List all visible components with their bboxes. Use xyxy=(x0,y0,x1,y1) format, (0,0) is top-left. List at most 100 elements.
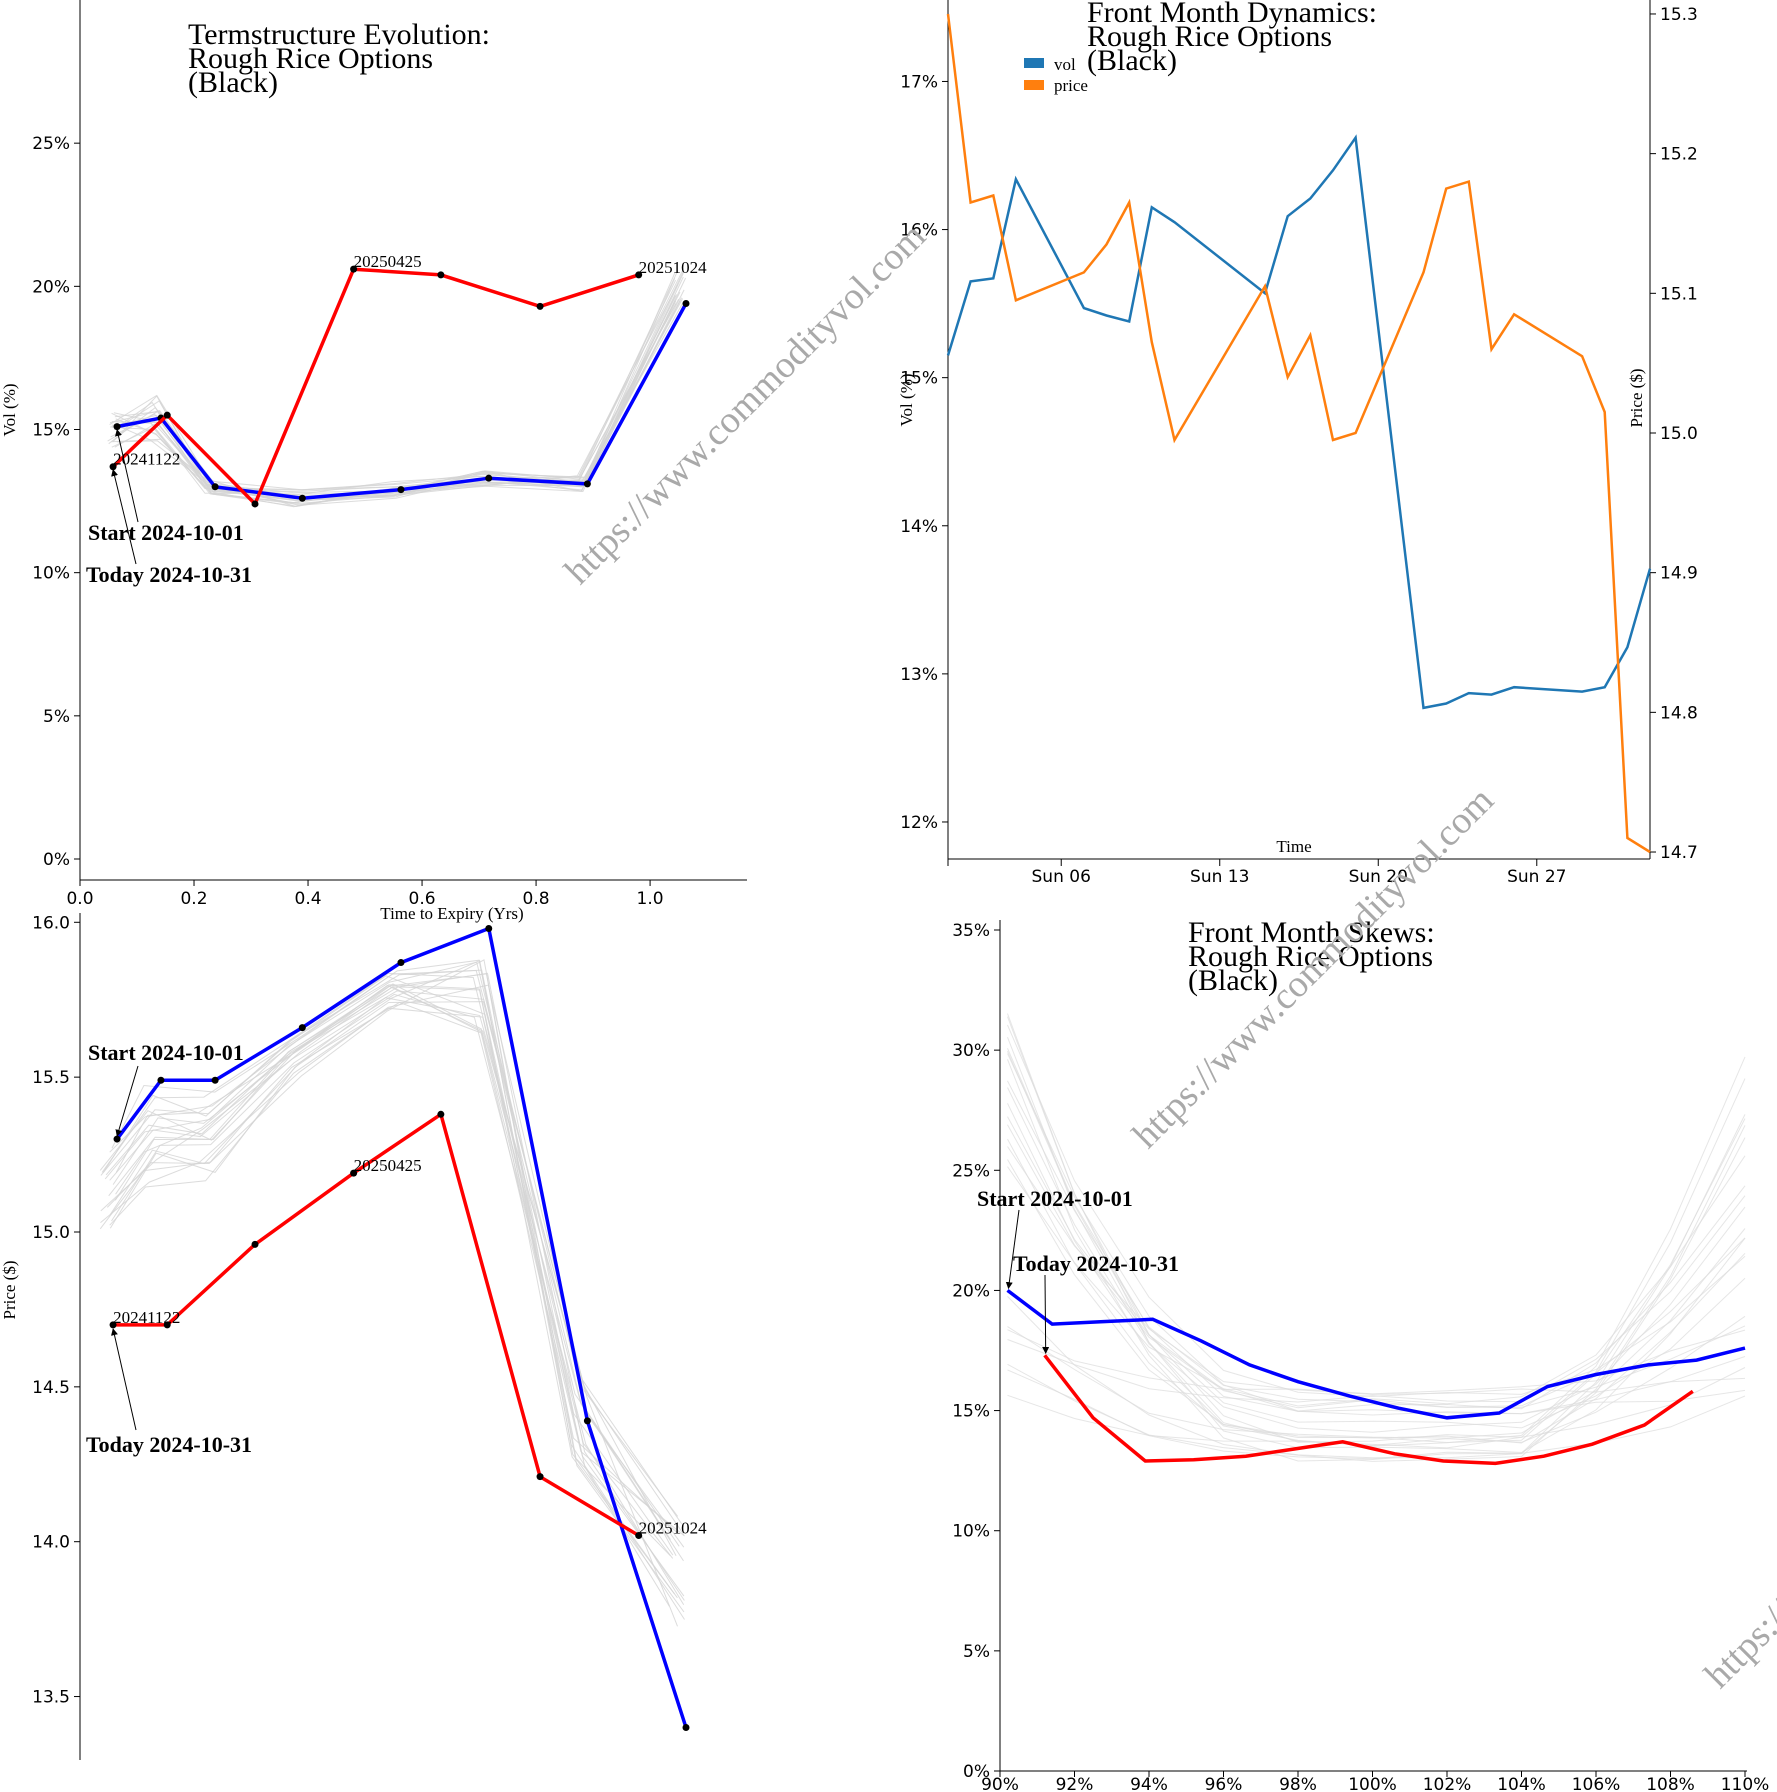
series-lines xyxy=(109,265,690,508)
data-point xyxy=(113,423,121,431)
y-tick-label: 15% xyxy=(32,421,70,441)
y-tick-label: 10% xyxy=(952,1522,990,1542)
chart-title-line-3: (Black) xyxy=(1188,964,1278,997)
axes: 12% 13% 14% 15% 16% 17% 14.7 14.8 14.9 15.0 15.1 15… xyxy=(900,0,1698,887)
history-line xyxy=(99,984,677,1533)
y-tick-label: 5% xyxy=(43,707,70,727)
history-line xyxy=(1007,1329,1746,1395)
axes: 13.5 14.0 14.5 15.0 15.5 16.0 xyxy=(32,913,81,1760)
x-tick-label: 98% xyxy=(1279,1775,1317,1792)
history-line xyxy=(1007,1016,1746,1443)
annotation-label: Start 2024-10-01 xyxy=(977,1186,1133,1211)
annotation-label: Today 2024-10-31 xyxy=(1013,1251,1179,1276)
series-line xyxy=(1043,1354,1694,1466)
history-line xyxy=(1007,1051,1746,1429)
history-line xyxy=(99,959,671,1557)
data-point xyxy=(251,1240,259,1248)
history-lines xyxy=(107,269,687,508)
data-point xyxy=(536,302,544,310)
y-tick-label: 35% xyxy=(952,921,990,941)
x-axis-label: Time to Expiry (Yrs) xyxy=(380,904,523,923)
history-line xyxy=(100,975,670,1607)
y-tick-label: 15% xyxy=(900,369,938,389)
data-point xyxy=(397,959,405,967)
y-axis-label: Price ($) xyxy=(0,1260,19,1319)
annotation-label: Today 2024-10-31 xyxy=(86,562,252,587)
history-line xyxy=(106,1001,685,1537)
y-tick-label: 16% xyxy=(900,221,938,241)
history-line xyxy=(1007,1315,1746,1447)
x-tick-label: 106% xyxy=(1572,1775,1621,1792)
x-tick-label: 0.0 xyxy=(66,889,93,909)
termstructure-chart: 0% 5% 10% 15% 20% 25% 0.0 0.2 0.4 0.6 0.8 1.0 20241… xyxy=(0,0,747,923)
data-point xyxy=(682,1724,690,1732)
y-tick-label: 13.5 xyxy=(32,1688,70,1708)
x-tick-label: Sun 13 xyxy=(1190,867,1249,887)
history-line xyxy=(1007,1037,1746,1449)
history-line xyxy=(1007,1114,1746,1460)
history-line xyxy=(109,1007,685,1597)
y-tick-label: 0% xyxy=(43,850,70,870)
data-point xyxy=(437,271,445,279)
y2-tick-label: 15.2 xyxy=(1660,145,1698,165)
history-line xyxy=(109,969,674,1556)
y-tick-label: 14.5 xyxy=(32,1378,70,1398)
y-tick-label: 12% xyxy=(900,813,938,833)
price-termstructure-chart: 13.5 14.0 14.5 15.0 15.5 16.0 20241122 2025042… xyxy=(0,913,707,1760)
series-line xyxy=(115,926,688,1729)
history-line xyxy=(1007,1024,1746,1397)
history-line xyxy=(1007,1116,1746,1415)
x-tick-label: Sun 06 xyxy=(1032,867,1091,887)
series-line xyxy=(116,302,688,500)
history-line xyxy=(1007,1087,1746,1433)
chart-title-line-1: Front Month Skews: xyxy=(1188,916,1435,949)
data-point xyxy=(163,411,171,419)
series-lines xyxy=(109,924,690,1732)
x-tick-label: Sun 20 xyxy=(1349,867,1408,887)
x-tick-label: 0.4 xyxy=(295,889,322,909)
data-point xyxy=(437,1110,445,1118)
legend-label-vol: vol xyxy=(1054,55,1076,74)
history-line xyxy=(100,984,677,1556)
x-tick-label: 110% xyxy=(1721,1775,1770,1792)
data-point xyxy=(635,271,643,279)
annotation-arrow xyxy=(1042,1274,1050,1355)
chart-title-line-2: Rough Rice Options xyxy=(188,42,433,75)
data-point xyxy=(635,1532,643,1539)
y-tick-label: 25% xyxy=(32,134,70,154)
annotation-arrow xyxy=(111,469,137,565)
annotation-arrow xyxy=(1005,1209,1020,1290)
history-lines xyxy=(1007,1013,1746,1462)
data-point xyxy=(298,1024,306,1032)
annotation-arrow xyxy=(115,1065,139,1137)
history-line xyxy=(1007,1080,1746,1408)
chart-title-line-1: Termstructure Evolution: xyxy=(188,18,490,51)
expiry-label: 20241122 xyxy=(113,450,180,469)
point-labels: 20241122 20250425 20251024 xyxy=(113,252,707,469)
y-tick-label: 13% xyxy=(900,665,938,685)
annotations: Start 2024-10-01 Today 2024-10-31 xyxy=(86,428,252,587)
series-line-price xyxy=(946,13,1651,854)
x-tick-label: 0.8 xyxy=(523,889,550,909)
history-lines xyxy=(99,959,685,1627)
data-point xyxy=(109,463,117,471)
y-tick-label: 14% xyxy=(900,517,938,537)
data-point xyxy=(536,1473,544,1481)
data-point xyxy=(109,1321,117,1329)
history-line xyxy=(109,986,674,1559)
x-tick-label: 104% xyxy=(1497,1775,1546,1792)
history-line xyxy=(104,961,685,1548)
data-point xyxy=(298,494,306,502)
point-labels: 20241122 20250425 20251024 xyxy=(113,1156,707,1537)
y-tick-label: 0% xyxy=(963,1762,990,1782)
data-point xyxy=(113,1135,121,1143)
legend: vol price xyxy=(1024,55,1088,95)
chart-title-line-3: (Black) xyxy=(188,66,278,99)
data-point xyxy=(211,483,219,491)
y-tick-label: 16.0 xyxy=(32,913,70,933)
y-tick-label: 15% xyxy=(952,1402,990,1422)
history-line xyxy=(101,972,680,1547)
y-tick-label: 10% xyxy=(32,564,70,584)
watermark-text: https://www.commodityvol.com xyxy=(557,215,934,592)
series-line-vol xyxy=(946,134,1652,710)
